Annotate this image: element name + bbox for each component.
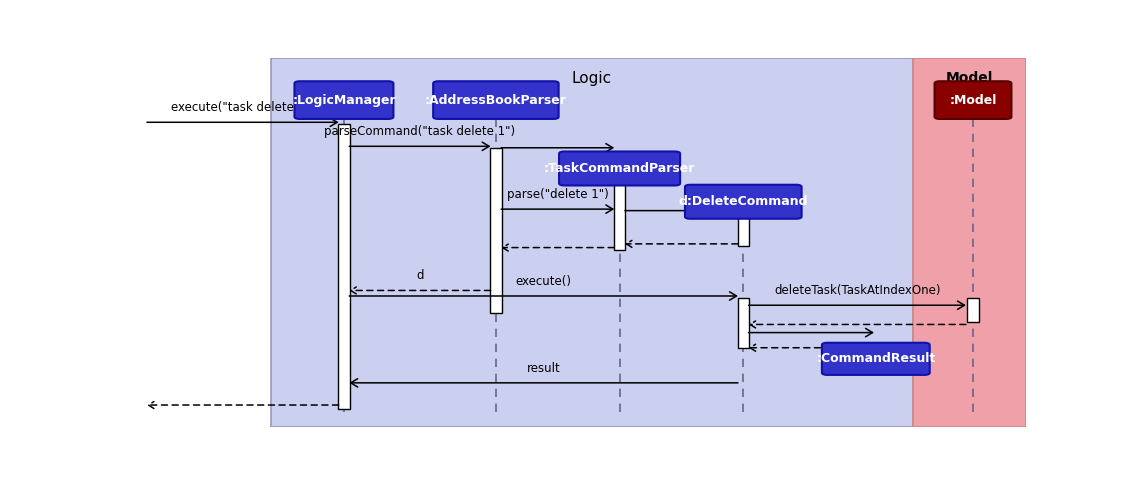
- Bar: [738, 298, 749, 348]
- Text: parse("delete 1"): parse("delete 1"): [507, 188, 609, 201]
- FancyBboxPatch shape: [935, 81, 1011, 119]
- Text: :Model: :Model: [950, 94, 996, 107]
- Text: result: result: [527, 362, 561, 375]
- Text: d:DeleteCommand: d:DeleteCommand: [678, 195, 808, 208]
- FancyBboxPatch shape: [433, 81, 559, 119]
- Bar: [738, 215, 749, 246]
- Text: execute("task delete 1"): execute("task delete 1"): [171, 101, 315, 114]
- Bar: [142, 58, 270, 427]
- Text: :AddressBookParser: :AddressBookParser: [425, 94, 567, 107]
- Text: Logic: Logic: [571, 71, 612, 85]
- Bar: [870, 351, 881, 364]
- Text: Model: Model: [946, 71, 993, 84]
- Text: :CommandResult: :CommandResult: [816, 352, 936, 365]
- Text: :LogicManager: :LogicManager: [292, 94, 396, 107]
- Bar: [967, 298, 979, 322]
- FancyBboxPatch shape: [559, 152, 681, 185]
- Text: parseCommand("task delete 1"): parseCommand("task delete 1"): [325, 125, 515, 138]
- FancyBboxPatch shape: [685, 185, 801, 219]
- Text: deleteTask(TaskAtIndexOne): deleteTask(TaskAtIndexOne): [774, 284, 940, 297]
- Text: d: d: [416, 269, 424, 282]
- FancyBboxPatch shape: [822, 343, 930, 375]
- Bar: [913, 58, 1026, 427]
- FancyBboxPatch shape: [294, 81, 393, 119]
- Bar: [613, 170, 626, 250]
- Bar: [490, 148, 502, 312]
- Text: execute(): execute(): [515, 275, 571, 288]
- Text: :TaskCommandParser: :TaskCommandParser: [544, 162, 695, 175]
- Bar: [339, 124, 350, 409]
- Bar: [270, 58, 913, 427]
